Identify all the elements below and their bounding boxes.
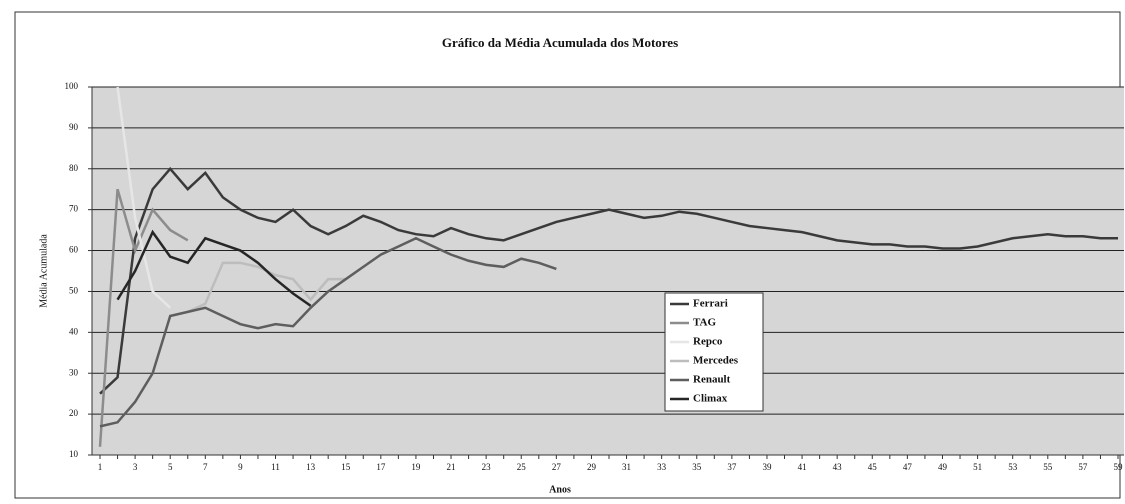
- x-tick-label: 3: [133, 462, 138, 472]
- x-tick-label: 9: [238, 462, 243, 472]
- x-tick-label: 11: [271, 462, 280, 472]
- legend-label: Mercedes: [693, 355, 739, 367]
- x-tick-label: 59: [1114, 462, 1124, 472]
- x-tick-label: 23: [482, 462, 492, 472]
- x-tick-label: 43: [833, 462, 843, 472]
- x-tick-label: 13: [306, 462, 316, 472]
- series-line: [116, 86, 172, 309]
- x-tick-label: 25: [517, 462, 527, 472]
- y-tick-label: 30: [69, 367, 79, 377]
- x-tick-label: 19: [411, 462, 421, 472]
- legend-label: TAG: [693, 317, 716, 329]
- y-tick-label: 50: [69, 286, 79, 296]
- x-tick-label: 17: [376, 462, 386, 472]
- y-tick-label: 40: [69, 326, 79, 336]
- series-line: [99, 236, 557, 428]
- series-line: [116, 229, 312, 307]
- x-tick-label: 57: [1078, 462, 1088, 472]
- x-tick-label: 35: [692, 462, 702, 472]
- x-tick-label: 47: [903, 462, 913, 472]
- x-tick-label: 49: [938, 462, 948, 472]
- legend-label: Renault: [693, 374, 731, 386]
- x-tick-label: 37: [727, 462, 737, 472]
- x-tick-label: 53: [1008, 462, 1018, 472]
- series-line: [99, 166, 1118, 395]
- y-tick-label: 20: [69, 408, 79, 418]
- y-tick-label: 90: [69, 122, 79, 132]
- x-tick-label: 31: [622, 462, 631, 472]
- x-tick-label: 29: [587, 462, 597, 472]
- legend-label: Climax: [693, 393, 728, 405]
- x-tick-label: 21: [447, 462, 456, 472]
- x-tick-label: 27: [552, 462, 562, 472]
- x-tick-label: 41: [798, 462, 807, 472]
- x-tick-label: 39: [762, 462, 772, 472]
- legend-label: Repco: [693, 336, 723, 348]
- x-tick-label: 15: [341, 462, 351, 472]
- legend-label: Ferrari: [693, 298, 728, 310]
- y-axis-label: Média Acumulada: [38, 234, 49, 308]
- series-line: [98, 188, 189, 447]
- x-tick-label: 55: [1043, 462, 1053, 472]
- y-tick-label: 60: [69, 245, 79, 255]
- y-tick-label: 100: [65, 81, 79, 91]
- x-tick-label: 7: [203, 462, 208, 472]
- y-tick-label: 70: [69, 204, 79, 214]
- x-tick-label: 33: [657, 462, 667, 472]
- x-tick-label: 1: [98, 462, 103, 472]
- x-tick-label: 51: [973, 462, 982, 472]
- x-tick-label: 45: [868, 462, 878, 472]
- chart-title: Gráfico da Média Acumulada dos Motores: [442, 35, 678, 50]
- plot-area: [92, 87, 1124, 455]
- legend-box: [664, 292, 764, 412]
- x-tick-label: 5: [168, 462, 173, 472]
- x-axis-label: Anos: [549, 484, 571, 495]
- y-tick-label: 80: [69, 163, 79, 173]
- y-tick-label: 10: [69, 449, 79, 459]
